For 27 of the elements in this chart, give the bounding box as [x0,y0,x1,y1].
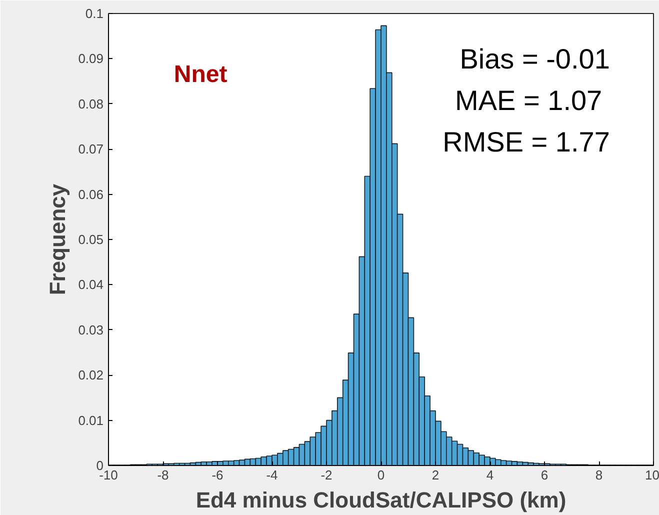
annotation: RMSE = 1.77 [442,126,610,158]
x-tick-label: 0 [377,468,385,482]
y-tick-label: 0.08 [78,96,104,112]
y-tick-label: 0.06 [78,186,104,202]
x-tick-label: -8 [157,468,169,482]
y-axis-title: Frequency [45,183,70,296]
y-tick-label: 0.02 [78,368,104,383]
y-tick-label: 0.1 [85,6,104,21]
y-tick-label: 0.03 [78,322,104,338]
x-tick-label: 2 [432,468,440,482]
x-tick-label: 8 [595,468,603,482]
x-tick-label: 6 [540,468,548,482]
y-tick-label: 0.05 [78,232,104,247]
x-tick-label: 10 [645,468,659,482]
x-tick-label: 4 [486,468,494,482]
y-tick-label: 0.01 [78,412,104,428]
y-tick-label: 0 [96,458,104,473]
x-axis-title: Ed4 minus CloudSat/CALIPSO (km) [196,488,566,512]
annotation: Nnet [174,61,228,88]
y-tick-label: 0.07 [78,142,104,157]
y-tick-label: 0.04 [78,277,104,292]
x-tick-label: -4 [266,468,278,482]
annotation: MAE = 1.07 [455,85,602,116]
y-tick-label: 0.09 [78,51,104,66]
x-tick-label: -2 [320,468,332,482]
x-tick-label: -6 [212,468,224,482]
annotation: Bias = -0.01 [460,44,610,75]
